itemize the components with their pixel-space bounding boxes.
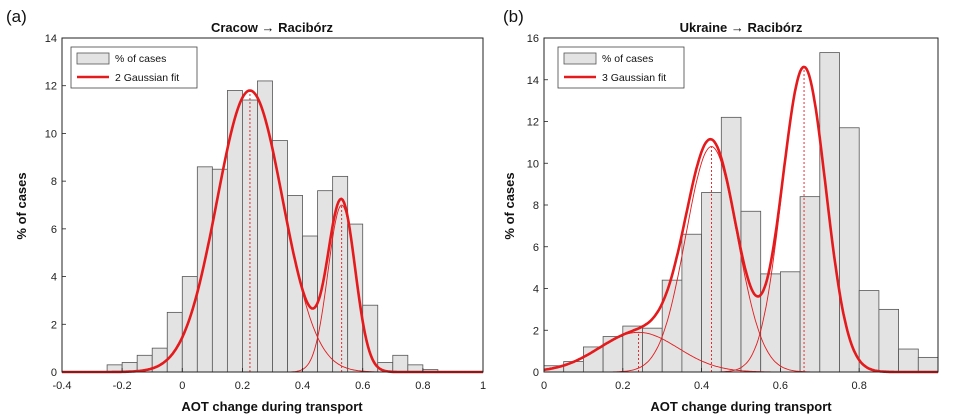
histogram-bar (878, 308, 900, 373)
y-tick-label: 12 (527, 117, 539, 129)
panel-b-legend-label-fit: 3 Gaussian fit (602, 72, 666, 84)
panel-a-letter: (a) (6, 7, 27, 26)
x-tick-label: 0.2 (235, 380, 250, 392)
histogram-bar (799, 196, 821, 373)
histogram-bar (302, 235, 319, 373)
y-tick-label: 2 (533, 325, 539, 337)
panel-b-letter: (b) (503, 7, 524, 26)
y-tick-label: 14 (527, 75, 539, 87)
x-tick-label: 0.4 (694, 380, 709, 392)
histogram-bar (858, 290, 880, 373)
y-tick-label: 0 (533, 367, 539, 379)
histogram-bar (602, 336, 624, 373)
x-tick-label: 0.4 (295, 380, 310, 392)
x-tick-label: -0.2 (113, 380, 132, 392)
y-tick-label: 10 (45, 128, 57, 140)
panel-a-bars (106, 80, 439, 373)
panel-b-x-axis-label: AOT change during transport (650, 399, 832, 414)
x-tick-label: 0 (179, 380, 185, 392)
panel-b-title: Ukraine → Racibórz (680, 20, 803, 35)
panel-a-x-axis-label: AOT change during transport (181, 399, 363, 414)
x-tick-label: 1 (480, 380, 486, 392)
x-tick-label: 0.6 (355, 380, 370, 392)
y-tick-label: 16 (527, 33, 539, 45)
panel-b-x-ticks: 0 0.2 0.4 0.6 0.8 (541, 368, 867, 392)
panel-b-legend-label-bars: % of cases (602, 53, 653, 65)
histogram-bar (720, 116, 742, 373)
y-tick-label: 14 (45, 33, 57, 45)
panel-a-legend: % of cases 2 Gaussian fit (70, 46, 198, 89)
histogram-bar (740, 210, 762, 373)
panel-b: (b) Ukraine → Racibórz 0 0.2 0.4 0.6 0.8 0 2 4… (502, 7, 939, 414)
panel-a-y-axis-label: % of cases (14, 172, 29, 239)
panel-b-bars (543, 52, 939, 373)
histogram-bar (898, 348, 919, 373)
y-tick-label: 4 (533, 284, 539, 296)
x-tick-label: 0.8 (415, 380, 430, 392)
x-tick-label: 0.6 (773, 380, 788, 392)
panel-a-legend-label-fit: 2 Gaussian fit (115, 72, 179, 84)
panel-b-legend-swatch-bars (563, 52, 597, 65)
y-tick-label: 6 (533, 242, 539, 254)
y-tick-label: 0 (51, 367, 57, 379)
y-tick-label: 10 (527, 158, 539, 170)
panel-b-legend: % of cases 3 Gaussian fit (557, 46, 685, 89)
panel-a-y-ticks: 0 2 4 6 8 10 12 14 (45, 33, 66, 379)
panel-a-title: Cracow → Racibórz (211, 20, 334, 35)
histogram-bar (257, 80, 273, 373)
x-tick-label: -0.4 (53, 380, 72, 392)
histogram-bar (181, 276, 198, 373)
panel-a-axes-frame (61, 37, 484, 373)
panel-b-y-axis-label: % of cases (502, 172, 517, 239)
x-tick-label: 0.8 (852, 380, 867, 392)
x-tick-label: 0 (541, 380, 547, 392)
gaussian-fit-total-line (543, 65, 939, 374)
panel-b-y-ticks: 0 2 4 6 8 10 12 14 16 (527, 33, 548, 379)
histogram-bar (917, 356, 939, 373)
histogram-bar (211, 168, 228, 373)
panel-a-legend-label-bars: % of cases (115, 53, 166, 65)
histogram-bar (272, 140, 288, 373)
panel-a-legend-swatch-bars (76, 52, 110, 65)
y-tick-label: 2 (51, 319, 57, 331)
histogram-bar (780, 271, 801, 373)
y-tick-label: 6 (51, 224, 57, 236)
histogram-bar (681, 233, 703, 373)
histogram-bar (392, 354, 409, 373)
y-tick-label: 8 (51, 176, 57, 188)
y-tick-label: 12 (45, 81, 57, 93)
y-tick-label: 4 (51, 272, 57, 284)
x-tick-label: 0.2 (615, 380, 630, 392)
panel-a-x-ticks: -0.4 -0.2 0 0.2 0.4 0.6 0.8 1 (53, 368, 486, 392)
histogram-bar (317, 190, 334, 373)
histogram-bar (196, 166, 213, 373)
y-tick-label: 8 (533, 200, 539, 212)
panel-a: (a) Cracow → Racibórz -0.4 -0.2 0 0.2 0.4 0.6… (6, 7, 486, 414)
histogram-bar (226, 90, 243, 373)
histogram-bar (347, 223, 364, 373)
